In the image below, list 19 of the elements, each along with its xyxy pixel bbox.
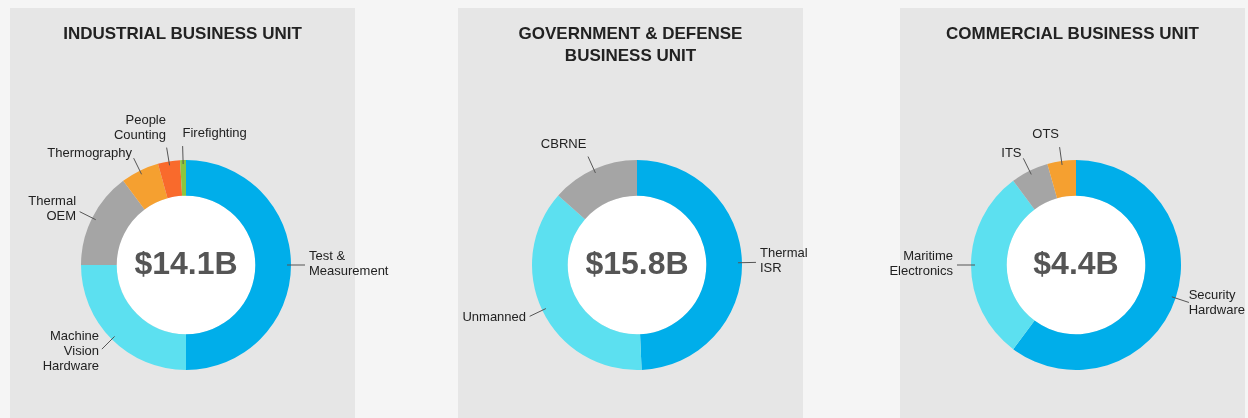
chart-title: COMMERCIAL BUSINESS UNIT: [946, 24, 1200, 44]
slice-label: Firefighting: [182, 125, 247, 141]
slice-label: People Counting: [113, 111, 166, 142]
slice-label: ITS: [1001, 145, 1022, 161]
slice-label: OTS: [1032, 126, 1060, 142]
chart-title: INDUSTRIAL BUSINESS UNIT: [63, 24, 303, 44]
slice-label: Machine Vision Hardware: [42, 327, 100, 373]
slice-label: Unmanned: [462, 308, 527, 324]
chart-title: GOVERNMENT & DEFENSE BUSINESS UNIT: [518, 24, 743, 66]
slice-label: CBRNE: [540, 135, 587, 151]
slice-label: Security Hardware: [1188, 286, 1245, 317]
slice-label: Maritime Electronics: [889, 248, 954, 279]
text: $15.8B: [585, 244, 689, 281]
slice-label: Thermography: [47, 145, 133, 161]
slice-label: Thermal OEM: [28, 192, 77, 223]
slice-label: Test & Measurement: [309, 248, 389, 279]
slice-label: Thermal ISR: [759, 245, 808, 276]
text: $14.1B: [134, 244, 238, 281]
text: $4.4B: [1033, 244, 1119, 281]
